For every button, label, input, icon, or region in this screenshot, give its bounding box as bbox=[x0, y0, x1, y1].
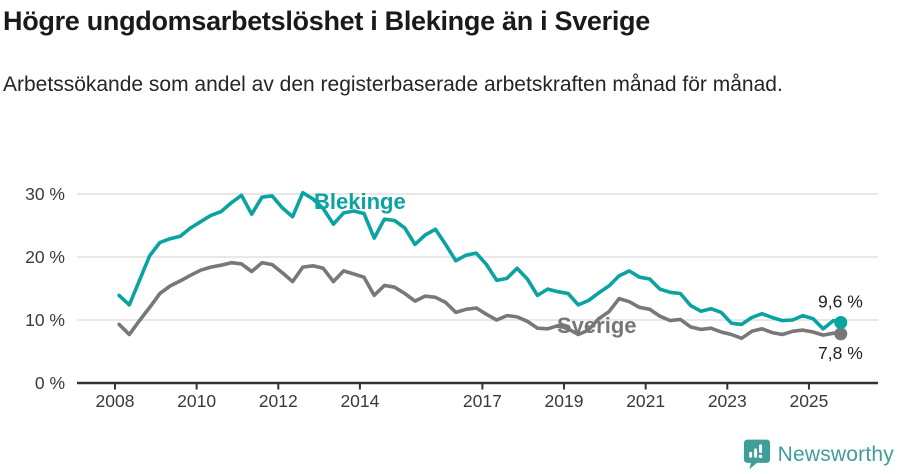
x-tick-label: 2017 bbox=[463, 391, 502, 411]
blekinge-end-dot bbox=[834, 316, 848, 330]
chart-subtitle: Arbetssökande som andel av den registerb… bbox=[3, 73, 783, 96]
blekinge-line bbox=[117, 190, 843, 331]
x-tick-label: 2014 bbox=[340, 391, 379, 411]
blekinge-series-label: Blekinge bbox=[314, 189, 406, 214]
x-tick-label: 2023 bbox=[708, 391, 747, 411]
sverige-end-dot bbox=[834, 327, 848, 341]
x-axis-ticks bbox=[114, 383, 810, 390]
chart-title: Högre ungdomsarbetslöshet i Blekinge än … bbox=[3, 6, 650, 36]
sverige-line bbox=[117, 260, 843, 341]
x-tick-label: 2008 bbox=[96, 391, 135, 411]
sverige-end-value-label: 7,8 % bbox=[818, 343, 863, 363]
series-end-dots bbox=[834, 316, 848, 341]
newsworthy-logo-icon bbox=[743, 439, 770, 470]
x-tick-label: 2021 bbox=[626, 391, 665, 411]
y-axis-labels: 0 % 10 % 20 % 30 % bbox=[25, 184, 65, 393]
x-tick-label: 2019 bbox=[545, 391, 584, 411]
brand-name: Newsworthy bbox=[777, 442, 894, 466]
x-axis-labels: 2008 2010 2012 2014 2017 2019 2021 2023 2025 bbox=[96, 391, 829, 411]
sverige-series-label: Sverige bbox=[557, 313, 637, 338]
y-tick-label: 10 % bbox=[25, 310, 65, 330]
y-tick-label: 0 % bbox=[35, 373, 65, 393]
line-chart: 0 % 10 % 20 % 30 % 2008 2010 2012 2014 2017 2019… bbox=[25, 184, 878, 411]
series-lines bbox=[117, 190, 843, 341]
x-tick-label: 2010 bbox=[177, 391, 216, 411]
blekinge-end-value-label: 9,6 % bbox=[818, 292, 863, 312]
y-tick-label: 30 % bbox=[25, 184, 65, 204]
y-tick-label: 20 % bbox=[25, 247, 65, 267]
newsworthy-brand-link[interactable]: Newsworthy bbox=[743, 438, 894, 471]
x-tick-label: 2012 bbox=[259, 391, 298, 411]
x-tick-label: 2025 bbox=[789, 391, 828, 411]
